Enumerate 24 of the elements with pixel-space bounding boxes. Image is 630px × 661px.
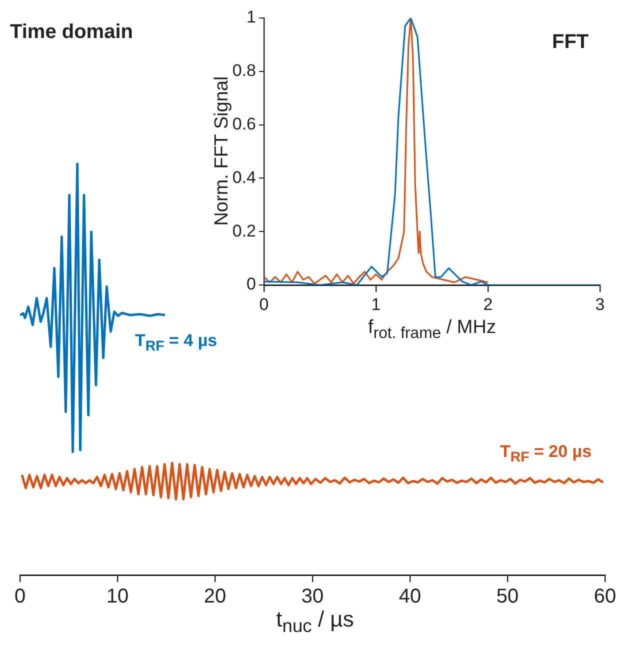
chart-title: Time domain — [10, 21, 133, 43]
x-axis-title: t$_{nuc}$ / µs — [276, 606, 354, 636]
y-tick-label: 0.4 — [232, 168, 256, 187]
x-tick-label: 30 — [301, 586, 324, 608]
x-tick-label: 10 — [106, 586, 129, 608]
y-tick-label: 0.8 — [232, 61, 256, 80]
x-axis-title: f$_{rot. frame}$ / MHz — [368, 317, 496, 342]
y-tick-label: 0.2 — [232, 221, 256, 240]
x-tick-label: 60 — [594, 586, 616, 608]
x-tick-label: 20 — [204, 586, 226, 608]
x-tick-label: 1 — [371, 294, 381, 314]
x-tick-label: 2 — [483, 294, 493, 314]
y-tick-label: 1 — [246, 8, 256, 27]
x-tick-label: 40 — [398, 586, 422, 608]
y-axis-title: Norm. FFT Signal — [212, 76, 232, 226]
y-tick-label: 0.6 — [232, 114, 256, 134]
x-tick-label: 0 — [259, 294, 269, 314]
y-tick-label: 0 — [246, 274, 256, 294]
x-tick-label: 50 — [496, 586, 519, 608]
x-tick-label: 3 — [595, 294, 605, 314]
series-label: T$_{RF}$ = 20 µs — [500, 442, 592, 466]
series-label: T$_{RF}$ = 4 µs — [135, 331, 218, 354]
text: FFT — [552, 31, 589, 53]
x-tick-label: 0 — [14, 586, 26, 608]
